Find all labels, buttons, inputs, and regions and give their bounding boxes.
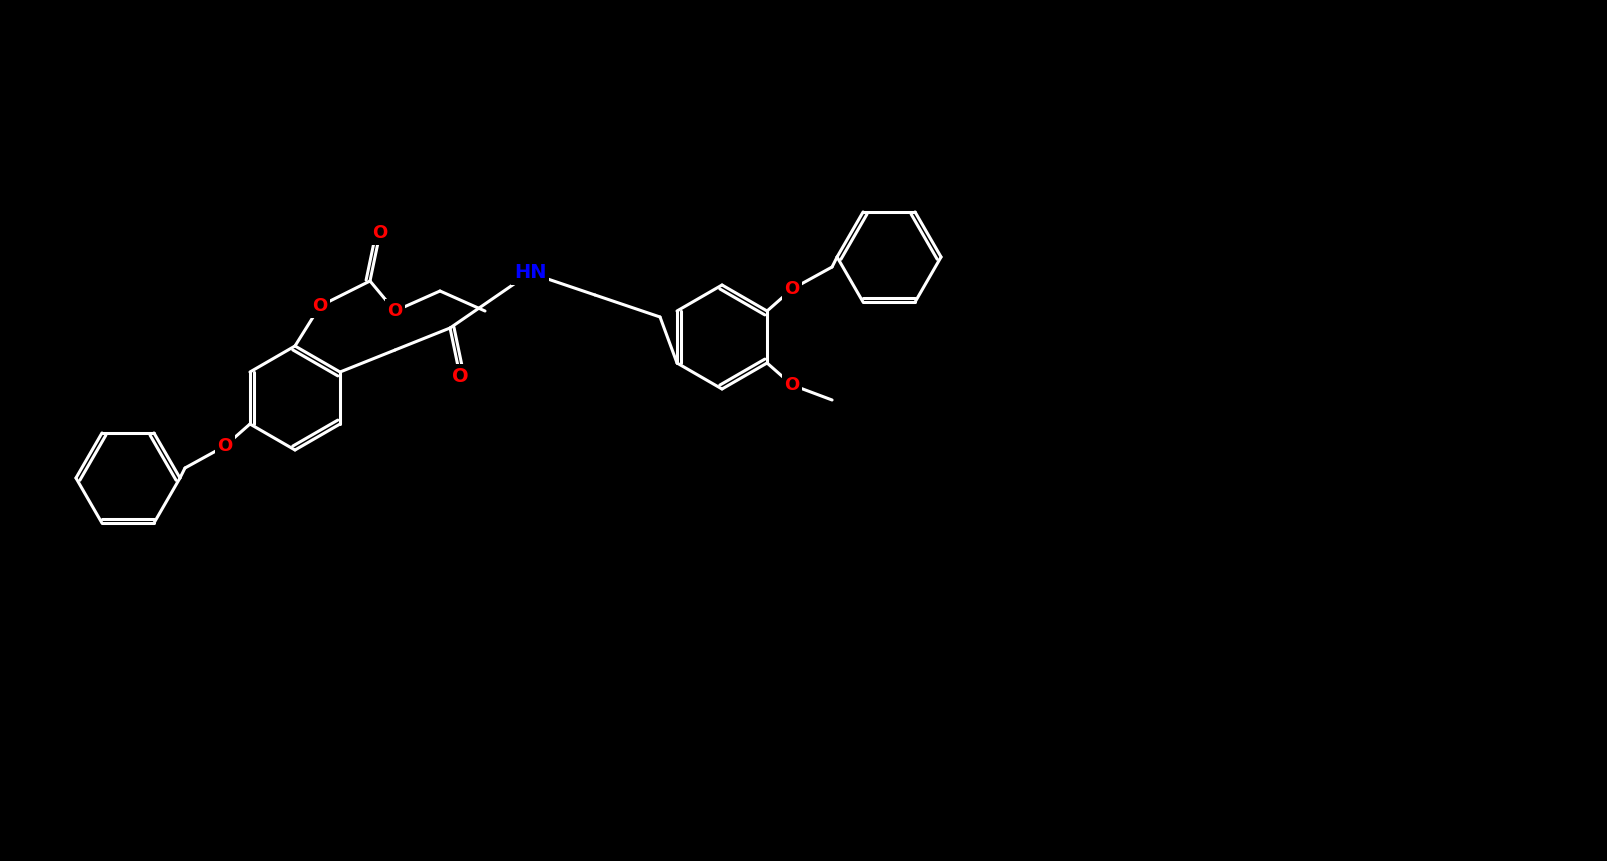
Text: O: O: [784, 280, 800, 298]
Text: HN: HN: [514, 263, 546, 282]
Text: O: O: [784, 376, 800, 394]
Text: O: O: [452, 367, 468, 386]
Text: O: O: [312, 297, 328, 315]
Text: O: O: [387, 302, 403, 320]
Text: O: O: [373, 224, 387, 242]
Text: O: O: [217, 437, 233, 455]
